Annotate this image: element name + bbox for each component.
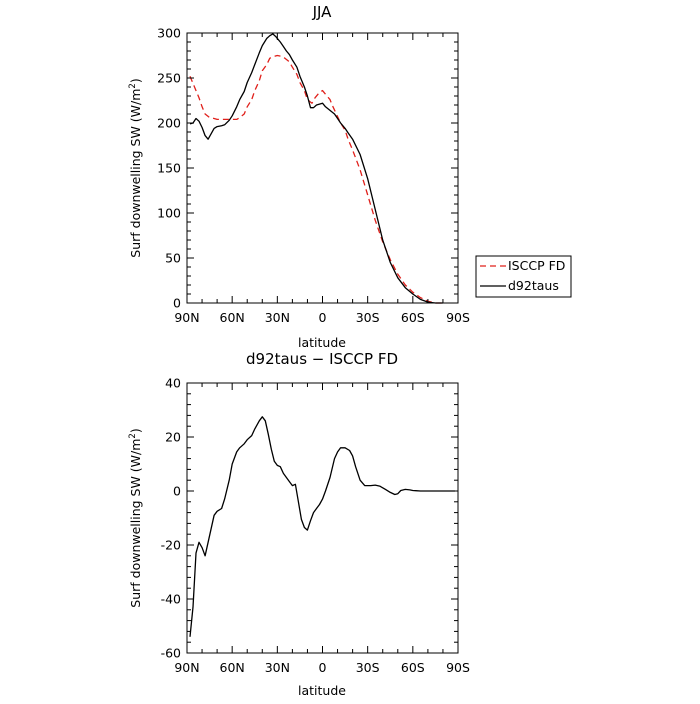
bottom-panel-y-tick-label: 40 xyxy=(165,376,181,391)
top-panel-y-tick-label: 0 xyxy=(173,296,181,311)
top-panel-x-tick-label: 0 xyxy=(319,310,327,325)
top-panel-x-axis-label: latitude xyxy=(298,335,346,350)
bottom-panel-x-axis-label: latitude xyxy=(298,683,346,698)
top-panel-plot-frame xyxy=(186,32,459,304)
bottom-panel-title: d92taus − ISCCP FD xyxy=(246,350,398,368)
series-line-isccp-fd xyxy=(189,54,443,304)
bottom-panel-x-tick-label: 90S xyxy=(446,660,470,675)
top-panel-y-tick-label: 200 xyxy=(157,116,181,131)
top-panel-y-tick-label: 100 xyxy=(157,206,181,221)
bottom-panel-x-tick-label: 30N xyxy=(265,660,290,675)
top-panel-y-tick-label: 150 xyxy=(157,161,181,176)
legend: ISCCP FD d92taus xyxy=(475,255,572,298)
bottom-panel-x-tick-label: 0 xyxy=(319,660,327,675)
top-panel-x-tick-label: 60N xyxy=(220,310,245,325)
top-panel-y-axis-label: Surf downwelling SW (W/m2) xyxy=(128,78,143,257)
bottom-panel-y-tick-label: -60 xyxy=(161,646,181,661)
bottom-panel-y-tick-label: -20 xyxy=(161,538,181,553)
bottom-panel-x-tick-label: 30S xyxy=(356,660,380,675)
top-panel-y-tick-label: 250 xyxy=(157,71,181,86)
bottom-panel-x-tick-label: 60N xyxy=(220,660,245,675)
bottom-panel: d92taus − ISCCP FD Surf downwelling SW (… xyxy=(128,350,470,698)
bottom-panel-y-axis-label: Surf downwelling SW (W/m2) xyxy=(128,428,143,607)
legend-box xyxy=(475,255,572,298)
bottom-panel-y-tick-label: 20 xyxy=(165,430,181,445)
bottom-panel-x-tick-label: 90N xyxy=(174,660,199,675)
top-panel-x-tick-label: 60S xyxy=(401,310,425,325)
series-line-difference xyxy=(189,416,455,637)
top-panel-x-tick-label: 30S xyxy=(356,310,380,325)
legend-label-d92taus: d92taus xyxy=(508,278,559,293)
top-panel-x-tick-label: 90S xyxy=(446,310,470,325)
top-panel-title: JJA xyxy=(312,3,333,21)
bottom-panel-y-tick-label: -40 xyxy=(161,592,181,607)
top-panel-x-tick-label: 90N xyxy=(174,310,199,325)
top-panel-y-tick-label: 50 xyxy=(165,251,181,266)
top-panel-x-tick-label: 30N xyxy=(265,310,290,325)
bottom-panel-plot-frame xyxy=(186,382,459,654)
series-line-d92taus xyxy=(189,33,443,304)
bottom-panel-x-tick-label: 60S xyxy=(401,660,425,675)
top-panel-y-tick-label: 300 xyxy=(157,26,181,41)
bottom-panel-y-tick-label: 0 xyxy=(173,484,181,499)
top-panel: JJA Surf downwelling SW (W/m2) latitude … xyxy=(128,3,572,350)
legend-label-isccp-fd: ISCCP FD xyxy=(508,258,565,273)
